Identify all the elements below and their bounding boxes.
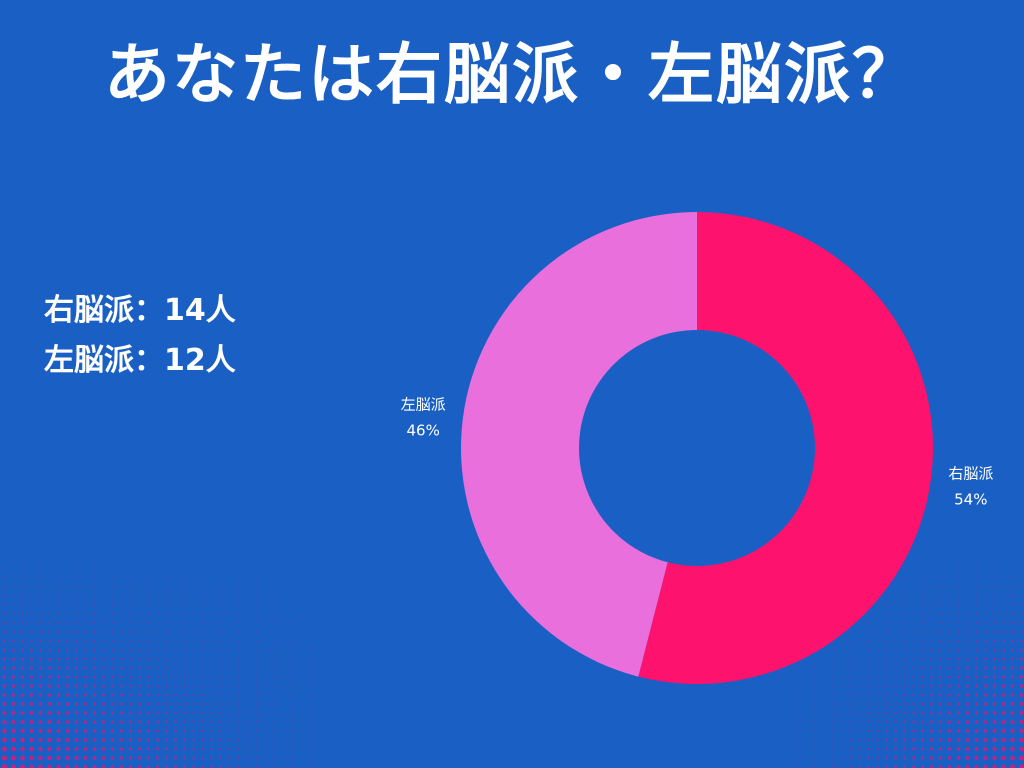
donut-slices — [460, 212, 933, 684]
donut-slice-1 — [638, 212, 933, 684]
count-value: 12人 — [164, 343, 236, 378]
slice-category-label: 左脳派 — [401, 395, 446, 413]
slice-labels: 右脳派 54% 左脳派 46% — [401, 395, 994, 508]
count-left-brain: 左脳派：12人 — [44, 336, 236, 386]
page-title: あなたは右脳派・左脳派？ — [104, 36, 920, 113]
count-value: 14人 — [164, 293, 236, 328]
count-label: 右脳派 — [44, 293, 134, 328]
count-right-brain: 右脳派：14人 — [44, 286, 236, 336]
count-label: 左脳派 — [44, 343, 134, 378]
count-separator: ： — [134, 293, 164, 328]
count-summary: 右脳派：14人 左脳派：12人 — [44, 286, 236, 386]
slice-category-label: 右脳派 — [948, 465, 993, 483]
slice-value-label: 54% — [954, 491, 987, 509]
slice-value-label: 46% — [407, 421, 440, 439]
count-separator: ： — [134, 343, 164, 378]
donut-slice-2 — [460, 212, 697, 677]
